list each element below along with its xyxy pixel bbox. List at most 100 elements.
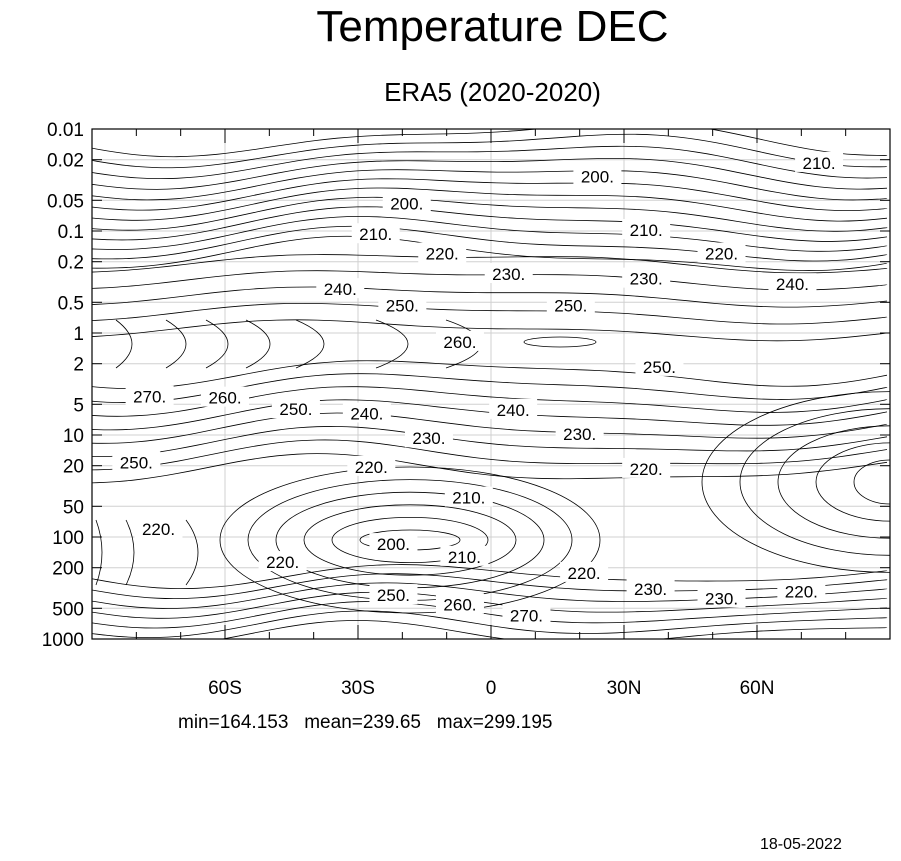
contour-label: 250. (120, 453, 153, 472)
contour-label: 230. (563, 425, 596, 444)
chart-subtitle: ERA5 (2020-2020) (384, 77, 601, 107)
contour-label-bg (697, 242, 746, 263)
contour-line (92, 439, 888, 471)
contour-label: 240. (324, 280, 357, 299)
contour-label-bg (795, 151, 844, 172)
contour-label: 200. (377, 535, 410, 554)
contour-label-bg (347, 455, 396, 476)
y-tick-label: 50 (63, 497, 84, 518)
contour-label: 220. (266, 553, 299, 572)
y-tick-label: 0.2 (58, 253, 84, 274)
contour-line (92, 453, 888, 484)
contour-label: 270. (133, 388, 166, 407)
contour-label-bg (201, 386, 249, 407)
y-tick-label: 0.5 (58, 293, 84, 314)
contour-label-bg (125, 385, 174, 406)
x-tick-label: 60N (740, 678, 775, 699)
contour-line (92, 206, 888, 242)
contour-label-bg (271, 398, 320, 419)
contour-line (92, 216, 888, 252)
contour-loop (331, 517, 489, 564)
contour-label-bg (502, 604, 551, 625)
contour-line (92, 302, 888, 325)
contour-line (92, 129, 888, 158)
contour-label: 220. (568, 564, 601, 583)
contour-label: 220. (355, 458, 388, 477)
contour-label: 220. (142, 520, 175, 539)
contour-lines (92, 129, 890, 639)
contour-label-bg (573, 165, 622, 186)
contour-label: 250. (279, 400, 312, 419)
y-tick-label: 10 (63, 426, 84, 447)
y-tick-label: 20 (63, 457, 84, 478)
contour-label: 240. (350, 405, 383, 424)
contour-label-bg (626, 577, 675, 598)
contour-label: 250. (554, 297, 587, 316)
contour-label: 260. (208, 389, 241, 408)
contour-label: 220. (785, 582, 818, 601)
contour-label: 240. (497, 401, 530, 420)
y-tick-label: 1000 (42, 630, 84, 651)
contour-label: 230. (705, 590, 738, 609)
contour-line (92, 196, 888, 232)
contour-label: 270. (510, 606, 543, 625)
contour-label-bg (560, 561, 609, 582)
contour-label-bg (382, 192, 431, 213)
contour-label: 200. (581, 168, 614, 187)
contour-label-bg (378, 294, 427, 315)
contour-line (92, 286, 888, 308)
y-tick-label: 0.05 (47, 191, 84, 212)
contour-line (205, 319, 229, 369)
contour-line (92, 601, 888, 629)
contour-label: 220. (630, 460, 663, 479)
y-tick-label: 500 (52, 599, 84, 620)
contour-line (220, 620, 888, 639)
contour-line (92, 399, 888, 431)
contour-line (92, 187, 888, 222)
contour-label-bg (489, 398, 538, 419)
contour-label: 210. (452, 489, 485, 508)
contour-label-bg (768, 273, 817, 294)
chart-title: Temperature DEC (316, 2, 669, 51)
y-tick-label: 5 (73, 395, 84, 416)
contour-line (92, 610, 888, 639)
contour-label-bg (484, 262, 533, 283)
y-tick-label: 0.1 (58, 222, 84, 243)
date-stamp: 18-05-2022 (760, 836, 842, 853)
contour-label-bg (622, 219, 671, 239)
contour-line (92, 319, 888, 342)
contour-line (295, 319, 325, 369)
y-tick-label: 200 (52, 559, 84, 580)
contour-label-bg (555, 423, 604, 443)
contour-line (95, 519, 103, 586)
contour-line (92, 169, 888, 201)
y-tick-label: 100 (52, 528, 84, 549)
contour-label-bg (418, 242, 467, 263)
contour-label-bg (316, 278, 365, 299)
contour-label: 210. (803, 154, 836, 173)
contour-line (92, 426, 888, 457)
contour-loop (523, 336, 597, 348)
contour-line (185, 519, 199, 586)
contour-label-bg (635, 355, 684, 376)
contour-loop (219, 466, 601, 614)
stats-line: min=164.153 mean=239.65 max=299.195 (178, 712, 553, 733)
contour-line (92, 225, 888, 262)
contour-label-bg (258, 551, 307, 572)
contour-labels: 200. 200. 210. 210. 210. 220. 220. 230. 230. 240.… (112, 151, 844, 625)
contour-line (92, 591, 888, 619)
contour-line (375, 319, 409, 369)
contour-line (92, 254, 888, 274)
contour-line (92, 178, 888, 212)
contour-label: 230. (634, 580, 667, 599)
contour-line (92, 157, 888, 190)
contour-line (115, 319, 133, 369)
contour-label-bg (112, 451, 161, 472)
axis-ticks: 0.01 0.02 0.05 0.1 0.2 0.5 1 2 5 10 20 50 100 200 500 1… (42, 120, 890, 699)
contour-line (92, 582, 888, 609)
contour-label: 260. (443, 596, 476, 615)
y-tick-label: 1 (73, 324, 84, 345)
contour-label: 200. (390, 195, 423, 214)
contour-label: 250. (643, 358, 676, 377)
